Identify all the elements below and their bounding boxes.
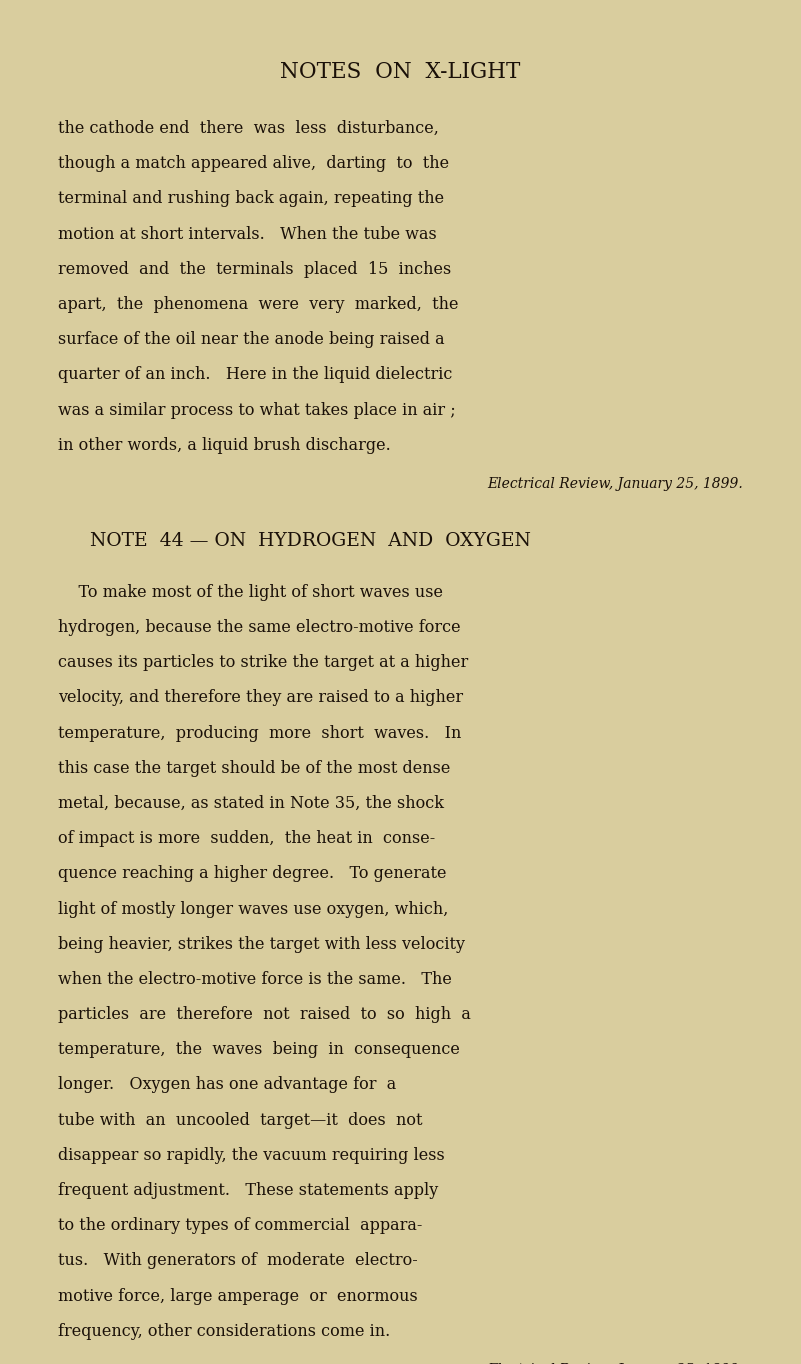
Text: causes its particles to strike the target at a higher: causes its particles to strike the targe… bbox=[58, 655, 468, 671]
Text: was a similar process to what takes place in air ;: was a similar process to what takes plac… bbox=[58, 401, 456, 419]
Text: quarter of an inch.   Here in the liquid dielectric: quarter of an inch. Here in the liquid d… bbox=[58, 367, 452, 383]
Text: disappear so rapidly, the vacuum requiring less: disappear so rapidly, the vacuum requiri… bbox=[58, 1147, 445, 1163]
Text: frequency, other considerations come in.: frequency, other considerations come in. bbox=[58, 1323, 390, 1339]
Text: quence reaching a higher degree.   To generate: quence reaching a higher degree. To gene… bbox=[58, 865, 446, 883]
Text: motive force, large amperage  or  enormous: motive force, large amperage or enormous bbox=[58, 1288, 417, 1304]
Text: light of mostly longer waves use oxygen, which,: light of mostly longer waves use oxygen,… bbox=[58, 900, 448, 918]
Text: the cathode end  there  was  less  disturbance,: the cathode end there was less disturban… bbox=[58, 120, 438, 136]
Text: frequent adjustment.   These statements apply: frequent adjustment. These statements ap… bbox=[58, 1183, 438, 1199]
Text: to the ordinary types of commercial  appara-: to the ordinary types of commercial appa… bbox=[58, 1217, 422, 1234]
Text: being heavier, strikes the target with less velocity: being heavier, strikes the target with l… bbox=[58, 936, 465, 952]
Text: apart,  the  phenomena  were  very  marked,  the: apart, the phenomena were very marked, t… bbox=[58, 296, 458, 312]
Text: though a match appeared alive,  darting  to  the: though a match appeared alive, darting t… bbox=[58, 155, 449, 172]
Text: metal, because, as stated in Note 35, the shock: metal, because, as stated in Note 35, th… bbox=[58, 795, 444, 812]
Text: NOTE  44 — ON  HYDROGEN  AND  OXYGEN: NOTE 44 — ON HYDROGEN AND OXYGEN bbox=[90, 532, 530, 550]
Text: surface of the oil near the anode being raised a: surface of the oil near the anode being … bbox=[58, 331, 445, 348]
Text: of impact is more  sudden,  the heat in  conse-: of impact is more sudden, the heat in co… bbox=[58, 831, 435, 847]
Text: particles  are  therefore  not  raised  to  so  high  a: particles are therefore not raised to so… bbox=[58, 1007, 470, 1023]
Text: longer.   Oxygen has one advantage for  a: longer. Oxygen has one advantage for a bbox=[58, 1076, 396, 1094]
Text: in other words, a liquid brush discharge.: in other words, a liquid brush discharge… bbox=[58, 436, 390, 454]
Text: Electrical Review, January 25, 1899.: Electrical Review, January 25, 1899. bbox=[488, 477, 743, 491]
Text: temperature,  producing  more  short  waves.   In: temperature, producing more short waves.… bbox=[58, 724, 461, 742]
Text: temperature,  the  waves  being  in  consequence: temperature, the waves being in conseque… bbox=[58, 1041, 460, 1058]
Text: To make most of the light of short waves use: To make most of the light of short waves… bbox=[58, 584, 443, 600]
Text: velocity, and therefore they are raised to a higher: velocity, and therefore they are raised … bbox=[58, 689, 463, 707]
Text: NOTES  ON  X-LIGHT: NOTES ON X-LIGHT bbox=[280, 61, 521, 83]
Text: motion at short intervals.   When the tube was: motion at short intervals. When the tube… bbox=[58, 225, 437, 243]
Text: hydrogen, because the same electro-motive force: hydrogen, because the same electro-motiv… bbox=[58, 619, 461, 636]
Text: tube with  an  uncooled  target—it  does  not: tube with an uncooled target—it does not bbox=[58, 1112, 422, 1128]
Text: tus.   With generators of  moderate  electro-: tus. With generators of moderate electro… bbox=[58, 1252, 417, 1270]
Text: when the electro-motive force is the same.   The: when the electro-motive force is the sam… bbox=[58, 971, 452, 988]
Text: terminal and rushing back again, repeating the: terminal and rushing back again, repeati… bbox=[58, 191, 444, 207]
Text: removed  and  the  terminals  placed  15  inches: removed and the terminals placed 15 inch… bbox=[58, 261, 451, 278]
Text: this case the target should be of the most dense: this case the target should be of the mo… bbox=[58, 760, 450, 776]
